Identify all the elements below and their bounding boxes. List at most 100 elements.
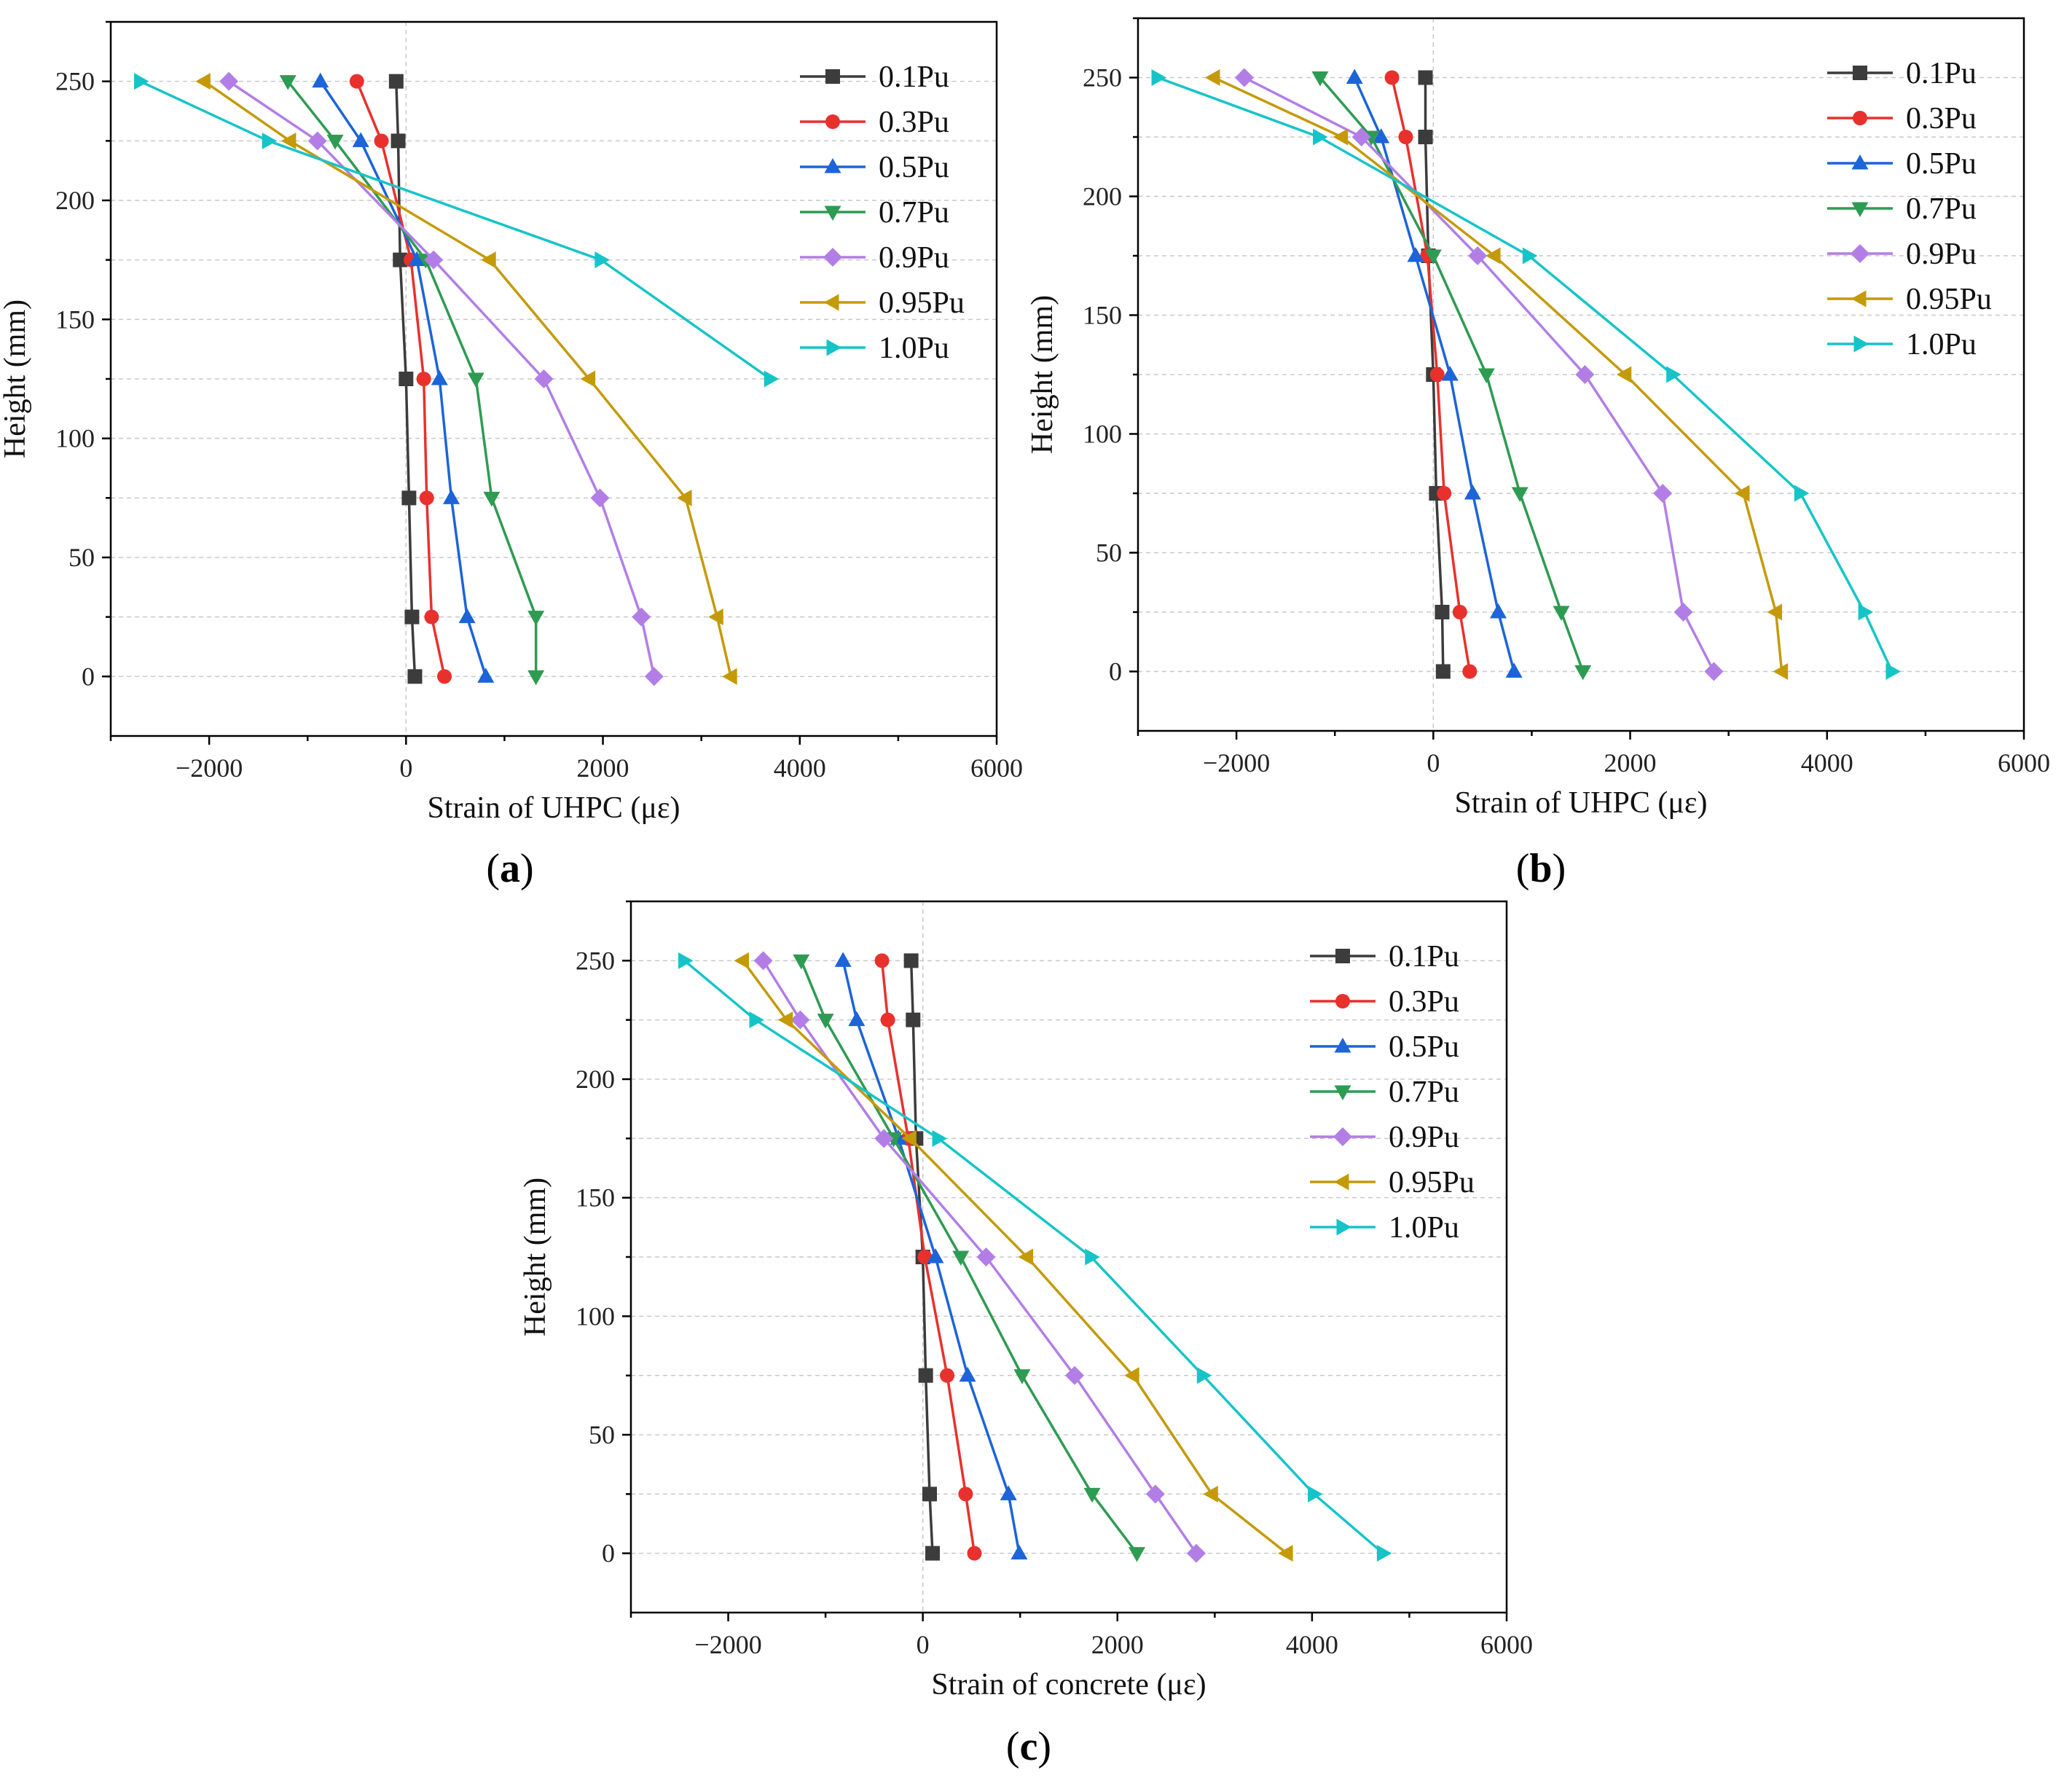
series-1.0Pu xyxy=(134,73,780,388)
data-point xyxy=(1429,367,1445,382)
y-axis-ticks: 0 50 100 150 200 250 xyxy=(55,20,111,691)
legend-label: 0.5Pu xyxy=(879,151,949,184)
data-point xyxy=(777,1011,793,1029)
y-tick-label: 0 xyxy=(1109,657,1122,686)
data-point xyxy=(764,370,780,388)
legend-entry: 0.9Pu xyxy=(800,241,949,275)
data-point xyxy=(1435,605,1450,619)
legend-label: 0.9Pu xyxy=(879,241,949,275)
legend-marker xyxy=(1334,1173,1349,1191)
series-0.95Pu xyxy=(1205,69,1789,680)
legend-marker xyxy=(1853,111,1867,125)
data-point xyxy=(590,488,610,508)
data-point xyxy=(326,134,344,150)
series-0.3Pu xyxy=(349,74,452,684)
data-point xyxy=(419,490,434,506)
x-tick-label: 0 xyxy=(399,753,412,783)
data-point xyxy=(483,491,501,507)
legend-marker xyxy=(825,69,840,84)
series-0.9Pu xyxy=(1234,68,1724,681)
series-0.95Pu xyxy=(734,952,1293,1562)
y-axis-ticks: 0 50 100 150 200 250 xyxy=(576,900,631,1568)
data-point xyxy=(1398,130,1413,144)
data-point xyxy=(1452,605,1467,619)
panel-label-c: (c) xyxy=(1006,1724,1051,1769)
x-tick-label: 2000 xyxy=(1604,748,1657,778)
data-point xyxy=(424,609,439,624)
x-axis-ticks: −2000 0 2000 4000 6000 xyxy=(629,1613,1533,1659)
legend-entry: 0.5Pu xyxy=(800,151,949,184)
legend-label: 0.95Pu xyxy=(1906,283,1992,316)
legend-marker xyxy=(1336,1218,1351,1236)
data-point xyxy=(922,1487,938,1502)
legend-entry: 0.95Pu xyxy=(1310,1166,1475,1199)
legend-marker xyxy=(825,114,840,129)
x-tick-label: −2000 xyxy=(176,753,243,783)
data-point xyxy=(1013,1369,1031,1384)
legend-marker xyxy=(1851,202,1869,217)
data-point xyxy=(632,607,651,627)
data-point xyxy=(1666,366,1681,383)
x-tick-label: 4000 xyxy=(774,753,826,783)
y-tick-label: 50 xyxy=(1096,538,1122,568)
data-point xyxy=(1065,1366,1085,1385)
data-point xyxy=(1011,1544,1028,1560)
legend-entry: 0.7Pu xyxy=(1310,1076,1459,1109)
y-tick-label: 50 xyxy=(68,543,95,572)
data-point xyxy=(1574,665,1592,681)
data-point xyxy=(1124,1367,1139,1384)
data-point xyxy=(1653,484,1673,503)
x-tick-label: 2000 xyxy=(1091,1630,1144,1659)
data-point xyxy=(644,667,664,686)
data-point xyxy=(734,952,750,969)
legend-entry: 0.7Pu xyxy=(800,196,949,230)
legend-label: 0.7Pu xyxy=(1389,1076,1459,1109)
data-point xyxy=(527,670,545,686)
data-point xyxy=(1616,366,1632,383)
data-point xyxy=(927,1248,944,1264)
legend-label: 1.0Pu xyxy=(1906,328,1977,361)
y-tick-label: 50 xyxy=(589,1420,615,1449)
data-point xyxy=(874,953,890,968)
y-tick-label: 0 xyxy=(602,1539,615,1568)
data-point xyxy=(1000,1485,1017,1500)
legend-label: 0.95Pu xyxy=(879,286,965,320)
legend-marker xyxy=(824,205,841,221)
data-point xyxy=(1018,1248,1034,1266)
legend-marker xyxy=(1335,994,1350,1008)
y-tick-label: 250 xyxy=(1083,63,1122,93)
legend-entry: 1.0Pu xyxy=(1310,1211,1459,1245)
data-point xyxy=(307,131,327,151)
legend-marker xyxy=(1335,949,1350,963)
legend-entry: 0.5Pu xyxy=(1310,1030,1459,1064)
data-point xyxy=(1205,69,1220,86)
legend-entry: 0.5Pu xyxy=(1827,147,1977,181)
series-0.9Pu xyxy=(219,71,664,686)
y-tick-label: 0 xyxy=(82,662,95,691)
y-tick-label: 150 xyxy=(1083,301,1122,330)
legend-marker xyxy=(824,294,839,311)
panel-label-a: (a) xyxy=(486,846,533,891)
data-point xyxy=(404,609,420,624)
legend-label: 1.0Pu xyxy=(879,332,949,365)
data-point xyxy=(880,1012,895,1027)
data-point xyxy=(940,1368,955,1383)
data-point xyxy=(1418,130,1433,144)
chart-panel-b: −2000 0 2000 4000 6000 0 50 100 150 200 250 Strain … xyxy=(1026,17,2050,820)
data-point xyxy=(1486,247,1501,265)
series-0.95Pu xyxy=(195,73,737,685)
data-point xyxy=(1203,1485,1218,1503)
y-tick-label: 200 xyxy=(55,186,95,215)
data-point xyxy=(708,608,723,626)
data-point xyxy=(1151,69,1167,86)
data-point xyxy=(790,1010,810,1030)
x-axis-ticks: −2000 0 2000 4000 6000 xyxy=(109,736,1023,783)
legend-marker xyxy=(1851,244,1869,263)
data-point xyxy=(722,667,737,685)
data-point xyxy=(1346,68,1363,84)
data-point xyxy=(279,75,297,90)
legend-entry: 0.3Pu xyxy=(1827,102,1977,136)
legend-entry: 0.7Pu xyxy=(1827,192,1977,226)
data-point xyxy=(388,74,404,89)
